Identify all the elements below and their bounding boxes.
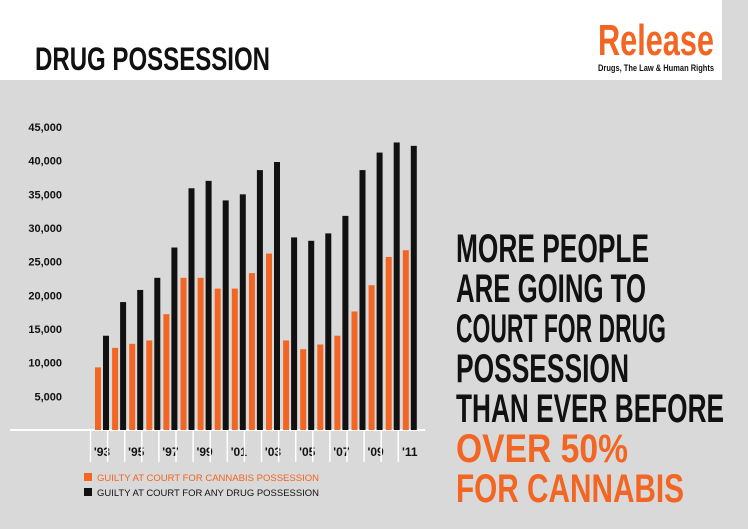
- bar: [188, 188, 195, 430]
- legend-label: GUILTY AT COURT FOR ANY DRUG POSSESSION: [97, 488, 319, 499]
- legend-label: GUILTY AT COURT FOR CANNABIS POSSESSION: [97, 473, 319, 484]
- bar: [334, 335, 341, 430]
- x-tick-label: '03: [265, 445, 282, 459]
- bar: [112, 347, 119, 430]
- bar: [300, 349, 307, 430]
- bar: [410, 145, 417, 430]
- y-tick-label: 25,000: [28, 257, 62, 269]
- bar: [171, 247, 178, 430]
- x-tick-label: '93: [94, 445, 111, 459]
- headline-line: COURT FOR DRUG: [456, 307, 666, 351]
- bar: [402, 250, 409, 430]
- bar: [368, 285, 375, 430]
- bar: [376, 152, 383, 430]
- bar: [393, 142, 400, 430]
- headline-line: POSSESSION: [456, 347, 629, 391]
- bar: [231, 288, 238, 430]
- bar: [291, 237, 298, 430]
- bar: [154, 277, 161, 430]
- legend-swatch: [84, 488, 92, 496]
- bar: [359, 170, 366, 431]
- y-tick-label: 35,000: [28, 189, 62, 201]
- bar: [308, 240, 315, 430]
- bar: [103, 335, 109, 430]
- bar: [266, 253, 272, 430]
- header-band: [0, 0, 722, 80]
- logo-tagline: Drugs, The Law & Human Rights: [598, 63, 714, 73]
- bar: [274, 162, 280, 430]
- x-tick-label: '01: [231, 445, 248, 459]
- y-tick-label: 20,000: [28, 290, 62, 302]
- bar: [137, 289, 144, 430]
- x-tick-label: '09: [367, 445, 384, 459]
- x-tick-label: '07: [333, 445, 350, 459]
- bar: [239, 194, 246, 430]
- headline-line: FOR CANNABIS: [456, 467, 684, 511]
- chart-title: DRUG POSSESSION: [35, 41, 270, 77]
- bar: [385, 256, 392, 430]
- y-tick-label: 10,000: [28, 358, 62, 370]
- x-tick-label: '95: [128, 445, 145, 459]
- legend-swatch: [84, 473, 92, 481]
- bar: [146, 340, 153, 430]
- x-tick-label: '99: [196, 445, 213, 459]
- bar: [248, 273, 255, 430]
- headline-line: OVER 50%: [456, 427, 628, 471]
- y-tick-label: 5,000: [34, 391, 62, 403]
- x-tick-label: '97: [162, 445, 179, 459]
- bar: [325, 233, 332, 430]
- bar: [317, 344, 324, 430]
- bar: [120, 302, 127, 430]
- bar: [197, 277, 204, 430]
- headline-line: THAN EVER BEFORE: [456, 387, 724, 431]
- logo: Release: [598, 16, 714, 65]
- bar: [180, 277, 187, 430]
- y-tick-label: 40,000: [28, 156, 62, 168]
- y-tick-label: 45,000: [28, 122, 62, 134]
- bar: [351, 311, 358, 430]
- bar: [95, 367, 101, 430]
- bar: [205, 180, 212, 430]
- y-tick-label: 30,000: [28, 223, 62, 235]
- bar: [342, 215, 349, 430]
- y-tick-label: 15,000: [28, 324, 62, 336]
- bar: [129, 343, 136, 430]
- x-tick-label: '11: [402, 445, 418, 459]
- headline-line: MORE PEOPLE: [456, 227, 649, 271]
- bar: [283, 340, 290, 430]
- bar: [222, 200, 229, 430]
- x-tick-label: '05: [299, 445, 316, 459]
- bar: [214, 288, 221, 430]
- bar: [256, 170, 263, 431]
- headline-line: ARE GOING TO: [456, 267, 646, 311]
- bar: [163, 314, 170, 430]
